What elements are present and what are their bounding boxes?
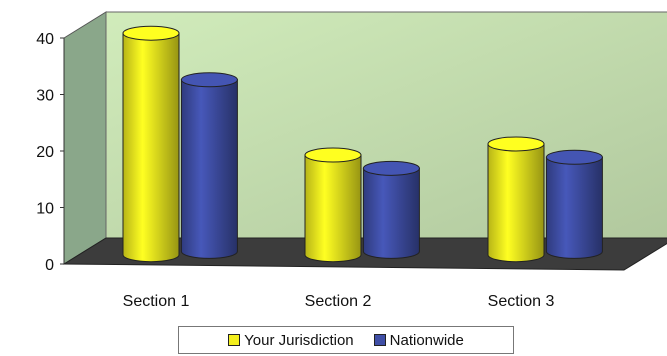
bar-jurisdiction-section-1	[122, 25, 180, 263]
bar-body	[122, 32, 180, 263]
bar-top	[180, 72, 238, 88]
bar-top	[487, 136, 545, 152]
y-tick-label: 30	[36, 88, 54, 105]
legend-item-nationwide: Nationwide	[373, 331, 464, 349]
x-category-label: Section 2	[305, 293, 372, 310]
x-category-label: Section 3	[488, 293, 555, 310]
x-category-label: Section 1	[123, 293, 190, 310]
bar-body	[545, 156, 603, 259]
chart: 0 10 20 30 40 Section 1 Section 2 Section 3	[36, 11, 667, 310]
bar-body	[304, 154, 362, 263]
y-tick-label: 20	[36, 144, 54, 161]
bar-body	[180, 79, 238, 259]
bar-nationwide-section-1	[180, 72, 238, 259]
legend-label-nationwide: Nationwide	[389, 331, 464, 349]
legend: Your Jurisdiction Nationwide	[178, 326, 514, 354]
bar-nationwide-section-3	[545, 149, 603, 259]
bar-top	[304, 147, 362, 163]
y-tick-label: 10	[36, 201, 54, 218]
bar-nationwide-section-2	[362, 160, 420, 259]
bar-jurisdiction-section-2	[304, 147, 362, 263]
bar-top	[545, 149, 603, 165]
legend-label-jurisdiction: Your Jurisdiction	[244, 331, 354, 349]
bar-top	[122, 25, 180, 41]
bar-top	[362, 160, 420, 176]
y-tick-label: 0	[45, 257, 54, 274]
legend-swatch-jurisdiction	[228, 334, 241, 346]
chart-side-wall	[63, 11, 107, 265]
y-tick-label: 40	[36, 31, 54, 48]
bar-body	[362, 167, 420, 259]
bar-jurisdiction-section-3	[487, 136, 545, 263]
bar-body	[487, 143, 545, 263]
legend-item-jurisdiction: Your Jurisdiction	[228, 332, 354, 349]
legend-swatch-nationwide	[373, 334, 386, 346]
